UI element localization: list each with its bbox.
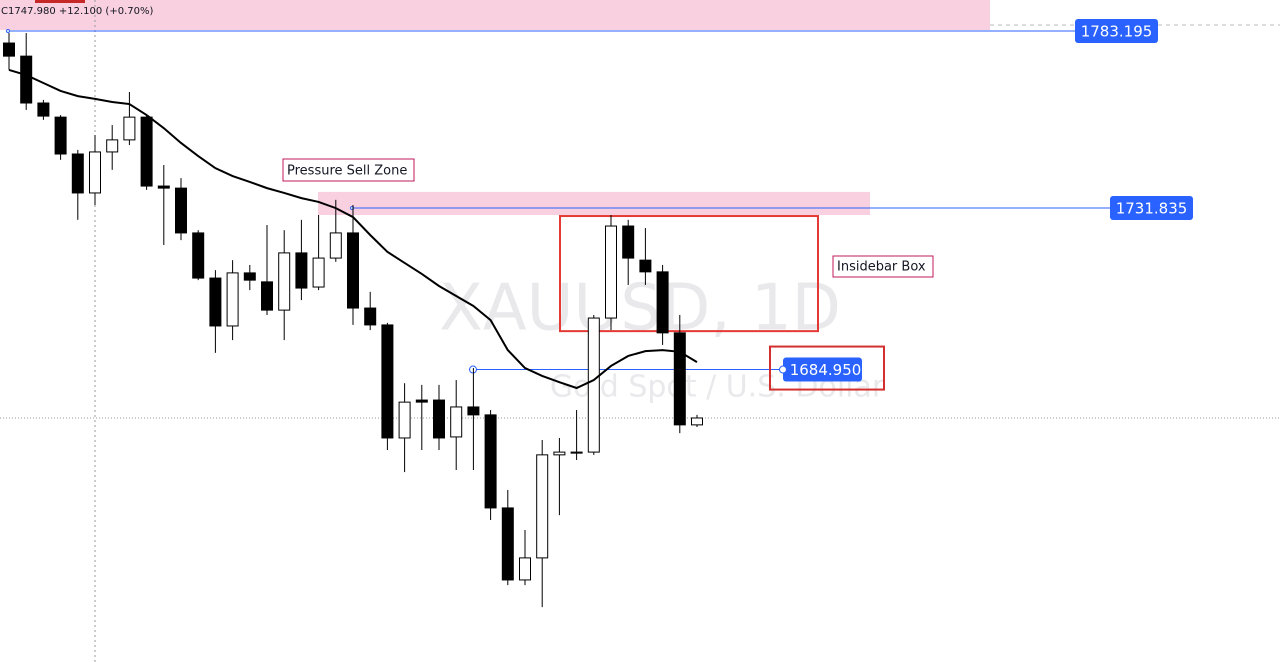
candle-body — [536, 454, 549, 559]
candle-body — [106, 139, 119, 153]
candle-body — [656, 271, 669, 334]
candle-body — [553, 451, 566, 456]
candle-body — [3, 42, 15, 57]
candle-body — [622, 225, 635, 259]
level-label: 1731.835 — [1116, 199, 1188, 217]
box-label: Insidebar Box — [837, 260, 926, 275]
header: C1747.980 +12.100 (+0.70%) — [1, 6, 153, 17]
candle-body — [673, 332, 686, 426]
zone-label-box — [282, 158, 415, 182]
level-anchor — [6, 28, 10, 33]
candle-body — [243, 272, 256, 281]
candle-body — [467, 406, 480, 416]
level-label-box — [783, 357, 862, 382]
level-highlight — [769, 345, 885, 391]
zone — [0, 0, 990, 30]
level-label: 1783.195 — [1081, 22, 1153, 40]
level-label: 1684.950 — [790, 361, 862, 379]
candle-body — [192, 232, 205, 279]
candle-body — [37, 102, 50, 117]
candle-body — [278, 252, 291, 311]
box-label-box — [832, 255, 934, 278]
candle-body — [484, 414, 497, 509]
candle-body — [209, 277, 222, 327]
level-label-box — [1110, 195, 1193, 220]
header-marker — [35, 0, 85, 3]
candle-body — [157, 185, 170, 189]
candle-body — [415, 399, 428, 403]
candle-body — [398, 401, 411, 439]
level-anchor — [779, 365, 787, 374]
candle-body — [329, 232, 342, 259]
candle-body — [691, 417, 703, 426]
level-label-box — [1075, 18, 1158, 43]
candle-body — [519, 557, 531, 581]
zone-label: Pressure Sell Zone — [287, 164, 407, 179]
candle-body — [450, 406, 463, 438]
candle-body — [226, 272, 239, 327]
candle-body — [89, 151, 101, 194]
candle-body — [20, 55, 33, 104]
insidebar-box — [559, 215, 819, 333]
candle-body — [433, 399, 445, 439]
candle-body — [381, 324, 394, 439]
candle-body — [605, 225, 617, 319]
candle-body — [570, 451, 583, 454]
candle-body — [587, 317, 600, 453]
candle-body — [501, 507, 514, 581]
candle-body — [347, 232, 359, 309]
candle-body — [364, 307, 377, 326]
watermark: XAUUSD, 1D — [439, 272, 841, 346]
candle-body — [639, 259, 652, 273]
zone — [318, 191, 870, 216]
candle-body — [140, 116, 153, 187]
candle-body — [261, 281, 273, 311]
candle-body — [295, 252, 308, 289]
candle-body — [123, 116, 136, 141]
candle-body — [71, 153, 84, 194]
candle-body — [54, 116, 67, 155]
candle-body — [175, 187, 187, 234]
moving-average — [8, 68, 698, 390]
candle-body — [312, 257, 325, 288]
